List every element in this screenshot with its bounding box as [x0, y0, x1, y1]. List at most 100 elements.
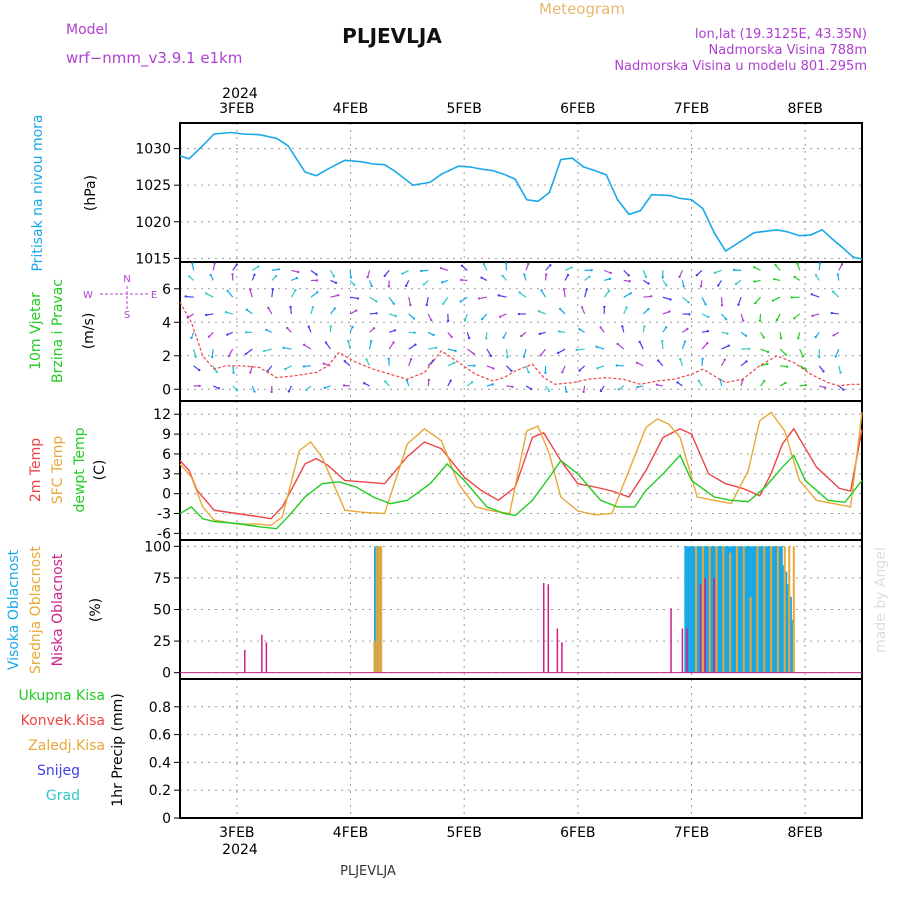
wind-arrow — [193, 348, 197, 357]
cloud-bar-0 — [720, 546, 724, 673]
wind-arrow — [701, 296, 707, 305]
wind-arrowhead — [616, 342, 619, 346]
wind-arrowhead — [404, 284, 408, 288]
wind-arrowhead — [442, 302, 445, 306]
wind-arrowhead — [409, 303, 412, 307]
wind-arrowhead — [287, 390, 291, 393]
cloud-bar-0 — [750, 546, 754, 673]
wind-arrow — [772, 296, 781, 302]
wind-arrowhead — [683, 340, 687, 343]
wind-arrowhead — [473, 364, 476, 367]
wind-arrowhead — [511, 385, 514, 388]
wind-arrow — [388, 296, 395, 305]
wind-arrowhead — [839, 371, 842, 374]
wind-arrowhead — [784, 381, 787, 385]
cloud-bar-0 — [686, 546, 690, 673]
y-tick-label: 1015 — [135, 251, 171, 267]
wind-arrowhead — [294, 289, 297, 292]
cloud-bar-0 — [727, 546, 731, 673]
wind-arrowhead — [775, 318, 779, 322]
wind-arrowhead — [485, 337, 488, 340]
cloud-bar-1 — [701, 546, 704, 673]
wind-arrowhead — [249, 371, 252, 374]
bottom-year-label: 2024 — [222, 842, 258, 858]
cloud-bar-0 — [711, 546, 715, 673]
wind-arrow — [523, 348, 527, 357]
wind-arrow — [369, 341, 372, 350]
wind-arrowhead — [248, 288, 252, 291]
cloud-bar-0 — [745, 546, 749, 673]
wind-arrowhead — [227, 354, 230, 358]
wind-arrowhead — [599, 326, 602, 329]
wind-side-label: 10m Vjetar — [28, 292, 44, 370]
wind-arrowhead — [459, 300, 462, 303]
panel-pressure: 1015 1020 1025 1030 — [135, 122, 863, 267]
cloud-bar-0 — [722, 546, 726, 673]
wind-arrowhead — [830, 311, 834, 315]
wind-arrowhead — [595, 345, 598, 348]
temp-line-0 — [179, 427, 863, 520]
coords-label: lon,lat (19.3125E, 43.35N) — [695, 27, 867, 42]
wind-arrowhead — [224, 311, 228, 314]
wind-arrowhead — [785, 365, 789, 368]
model-label: Model — [66, 22, 108, 38]
wind-arrowhead — [608, 277, 612, 281]
wind-arrowhead — [804, 368, 807, 371]
panel-clouds: 0 25 50 75 100 — [144, 539, 863, 682]
wind-arrowhead — [578, 369, 581, 372]
wind-arrowhead — [446, 319, 450, 323]
wind-arrow — [563, 289, 566, 298]
wind-arrowhead — [422, 283, 425, 286]
top-date-axis: 2024 3FEB 4FEB 5FEB 6FEB 7FEB 8FEB — [219, 86, 823, 117]
altitude-label: Nadmorska Visina 788m — [709, 43, 868, 58]
wind-arrowhead — [561, 371, 564, 374]
wind-arrowhead — [217, 387, 220, 390]
wind-arrowhead — [467, 336, 471, 340]
cloud-bar-1 — [695, 546, 698, 673]
wind-arrowhead — [796, 262, 799, 265]
top-year-label: 2024 — [222, 86, 258, 102]
wind-arrowhead — [480, 317, 484, 321]
panel-frame — [179, 122, 863, 263]
wind-arrowhead — [235, 263, 238, 266]
wind-arrowhead — [701, 357, 704, 361]
wind-arrowhead — [558, 307, 562, 311]
wind-arrow — [228, 348, 234, 357]
wind-arrowhead — [232, 371, 235, 374]
wind-arrowhead — [226, 289, 229, 293]
wind-arrowhead — [647, 282, 650, 285]
wind-arrowhead — [790, 296, 793, 299]
cloud-bar-0 — [791, 619, 795, 673]
cloud-bar-0 — [378, 546, 382, 673]
wind-arrowhead — [609, 271, 612, 275]
cloud-bar-0 — [741, 546, 745, 673]
wind-arrowhead — [489, 354, 493, 358]
cloud-bar-2 — [686, 628, 688, 673]
wind-arrowhead — [724, 317, 728, 321]
wind-arrowhead — [284, 367, 287, 371]
cloud-bar-1 — [735, 546, 738, 673]
panel-frame — [179, 678, 863, 819]
panels: 1015 1020 1025 1030 0 2 4 6 -6 -3 0 3 6 9 12 0 25 50 75 100… — [6, 114, 863, 827]
cloud-bar-0 — [697, 546, 701, 673]
bottom-day-label: 8FEB — [787, 825, 822, 841]
wind-arrowhead — [831, 290, 835, 293]
wind-arrowhead — [539, 354, 542, 357]
wind-arrowhead — [627, 274, 630, 277]
precip-legend-item: Konvek.Kisa — [21, 713, 105, 729]
wind-arrowhead — [265, 328, 268, 332]
wind-arrowhead — [754, 301, 757, 305]
wind-arrowhead — [253, 273, 256, 277]
pressure-line — [179, 131, 863, 260]
wind-arrowhead — [277, 268, 280, 271]
wind-arrowhead — [763, 379, 766, 383]
wind-arrowhead — [537, 310, 541, 313]
wind-arrowhead — [450, 335, 453, 339]
wind-arrowhead — [387, 357, 390, 361]
wind-arrow — [447, 348, 456, 352]
wind-arrowhead — [704, 303, 707, 306]
wind-arrowhead — [621, 325, 624, 328]
cloud-bar-0 — [725, 546, 729, 673]
wind-arrow — [603, 290, 610, 298]
y-tick-label: 2 — [162, 349, 171, 365]
